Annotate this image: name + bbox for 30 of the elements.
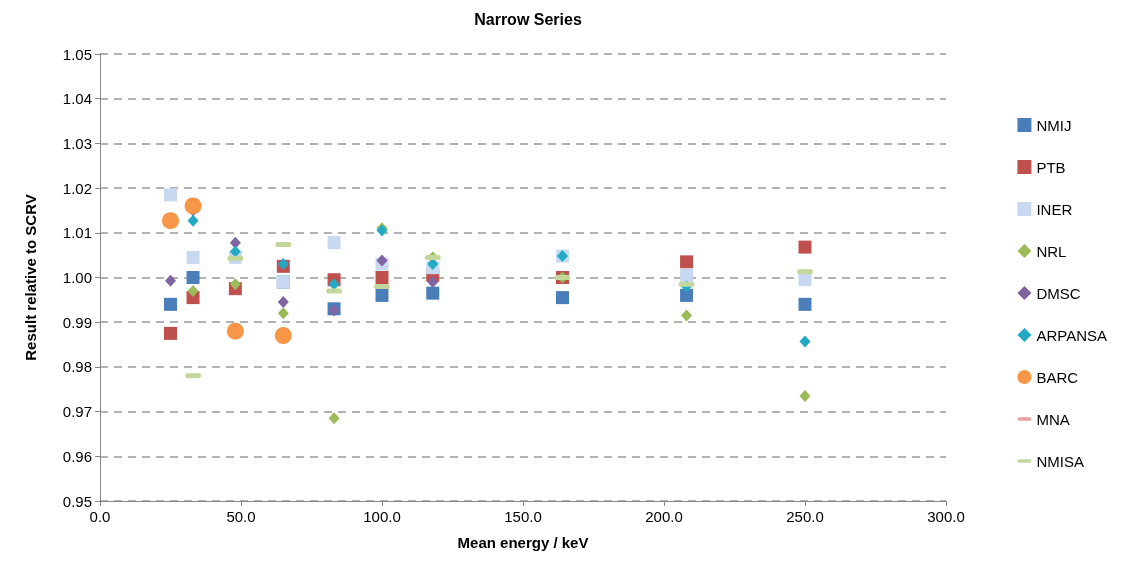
legend-label: BARC — [1036, 368, 1079, 386]
legend-label: INER — [1036, 200, 1073, 218]
legend-label: ARPANSA — [1036, 326, 1107, 344]
legend-label: PTB — [1036, 158, 1066, 176]
y-tick-label: 0.98 — [62, 358, 92, 376]
x-axis-title: Mean energy / keV — [457, 534, 589, 551]
y-axis-title: Result relative to SCRV — [22, 194, 39, 361]
y-tick-label: 1.05 — [62, 45, 92, 63]
x-tick-label: 0.0 — [89, 508, 111, 525]
x-tick-label: 200.0 — [645, 508, 683, 525]
legend-label: DMSC — [1036, 284, 1081, 302]
legend-label: NMISA — [1036, 452, 1084, 470]
x-tick-label: 100.0 — [363, 508, 401, 525]
y-tick-label: 1.02 — [62, 179, 92, 197]
y-tick-label: 1.04 — [62, 90, 92, 108]
x-tick-label: 50.0 — [226, 508, 256, 525]
chart-title: Narrow Series — [474, 10, 582, 28]
y-tick-label: 1.03 — [62, 134, 92, 152]
legend-label: MNA — [1036, 410, 1070, 428]
x-tick-label: 150.0 — [504, 508, 542, 525]
legend-label: NMIJ — [1036, 116, 1072, 134]
x-tick-label: 250.0 — [786, 508, 824, 525]
y-tick-label: 0.99 — [62, 313, 92, 331]
y-tick-label: 1.01 — [62, 224, 92, 242]
y-tick-label: 0.97 — [62, 403, 92, 421]
y-tick-label: 1.00 — [62, 269, 92, 286]
legend-label: NRL — [1036, 242, 1067, 260]
y-tick-label: 0.96 — [62, 447, 92, 465]
y-tick-label: 0.95 — [62, 492, 92, 510]
x-tick-label: 300.0 — [927, 508, 965, 525]
